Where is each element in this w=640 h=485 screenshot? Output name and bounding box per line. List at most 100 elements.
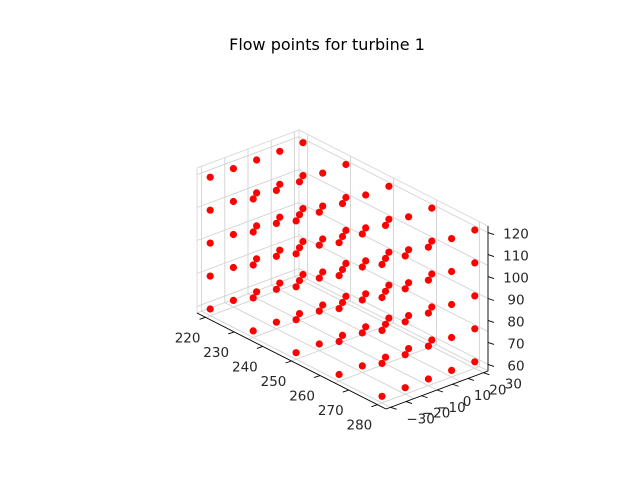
data-point [401, 351, 409, 359]
data-point [319, 202, 327, 210]
data-point [249, 294, 257, 302]
x-tick-mark [199, 316, 206, 320]
data-point [206, 305, 214, 313]
data-point [295, 310, 304, 318]
y-tick-mark [421, 395, 428, 399]
y-tick-label: 10 [474, 388, 491, 404]
data-point [292, 250, 300, 258]
data-point [338, 265, 347, 274]
data-point [315, 274, 323, 282]
data-point [342, 193, 350, 202]
y-tick-mark [452, 383, 459, 387]
data-point [405, 312, 413, 320]
data-point [378, 326, 386, 334]
data-point [299, 237, 307, 246]
data-point [295, 277, 304, 285]
data-point [471, 358, 479, 366]
data-point [338, 331, 347, 339]
data-point [424, 342, 432, 350]
data-point [358, 263, 366, 271]
grid-line-z-left [196, 235, 300, 274]
data-point [249, 228, 257, 236]
data-point [229, 197, 237, 206]
z-tick-mark [487, 298, 495, 301]
data-point [272, 186, 280, 194]
data-point [385, 314, 393, 322]
z-tick-mark [487, 342, 495, 345]
data-point [229, 296, 237, 304]
data-point [401, 285, 409, 293]
grid-line-y-floor [224, 302, 415, 400]
x-tick-label: 280 [347, 418, 373, 434]
data-point [424, 309, 432, 317]
data-point [249, 261, 257, 269]
data-point [448, 333, 456, 342]
data-point [272, 252, 280, 260]
data-point [253, 288, 261, 296]
data-point [378, 260, 386, 269]
data-point [424, 276, 432, 284]
data-point [229, 165, 237, 173]
data-point [206, 206, 214, 214]
data-point [229, 230, 237, 239]
data-point [253, 222, 261, 230]
x-tick-label: 220 [175, 330, 201, 346]
data-point [405, 246, 413, 254]
data-point [428, 270, 436, 278]
data-point [471, 292, 479, 300]
z-tick-mark [487, 232, 495, 236]
data-point [428, 204, 436, 212]
data-point [319, 169, 327, 177]
grid-line-z-left [196, 202, 300, 241]
data-point [292, 217, 300, 225]
data-point [299, 139, 307, 147]
grid-line-y-floor [201, 310, 391, 408]
data-point [471, 325, 479, 333]
axes-lines [196, 226, 489, 410]
data-point [206, 173, 214, 181]
data-point [358, 230, 366, 238]
data-point [342, 160, 350, 169]
data-point [315, 208, 323, 216]
data-point [385, 248, 393, 256]
data-point [358, 362, 366, 370]
data-point [378, 392, 386, 400]
data-point [405, 279, 413, 287]
data-point [276, 213, 284, 221]
data-point [385, 182, 393, 190]
data-point [342, 226, 350, 234]
chart-title: Flow points for turbine 1 [229, 35, 425, 54]
data-point [338, 298, 347, 307]
x-tick-mark [285, 360, 292, 364]
data-point [292, 316, 300, 324]
grid-line-z-back [298, 235, 489, 332]
data-point [342, 292, 350, 300]
data-point [362, 290, 370, 298]
data-point [335, 305, 343, 313]
y-tick-label: 20 [489, 383, 506, 399]
data-point [276, 279, 284, 287]
x-tick-mark [228, 331, 235, 335]
data-point [428, 336, 436, 344]
z-tick-label: 120 [503, 227, 529, 243]
grid-line-z-back [298, 169, 489, 266]
data-point [335, 239, 343, 247]
z-tick-mark [487, 363, 495, 367]
z-tick-label: 110 [503, 249, 529, 265]
data-point [253, 156, 261, 164]
grid-line-z-back [298, 202, 489, 299]
data-point [315, 340, 323, 348]
y-tick-label: 30 [505, 377, 522, 393]
data-point [335, 370, 343, 379]
data-point [338, 200, 347, 208]
y-tick-label: −30 [406, 411, 435, 427]
y-tick-mark [483, 372, 490, 376]
data-point [249, 195, 257, 203]
x-tick-label: 230 [203, 345, 229, 361]
data-point [249, 327, 257, 335]
data-point [319, 301, 327, 309]
data-point [378, 359, 386, 367]
data-point [381, 254, 390, 262]
data-point [276, 180, 284, 188]
